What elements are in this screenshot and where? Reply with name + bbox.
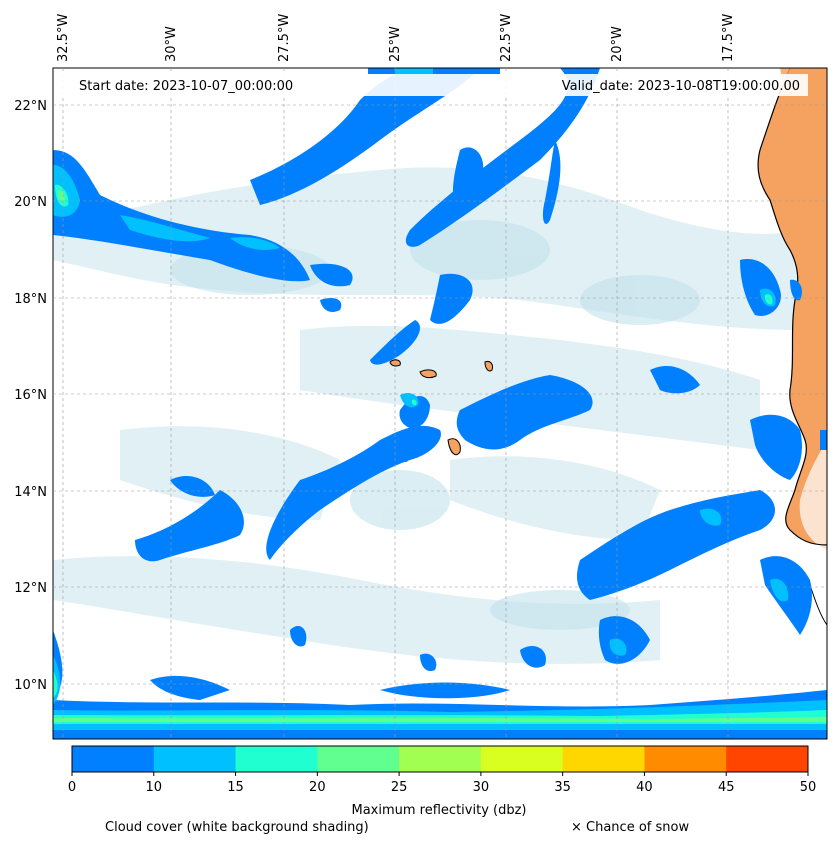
- colorbar-swatch: [153, 746, 237, 772]
- date-info-box: Start date: 2023-10-07_00:00:00 Valid_da…: [58, 74, 808, 96]
- africa-landmass: [758, 68, 827, 545]
- longitude-tick-label: 25°W: [388, 26, 403, 62]
- colorbar-tick-label: 40: [636, 780, 653, 795]
- latitude-tick-label: 22°N: [14, 99, 47, 114]
- colorbar: 0 10 15 20 25 30 35 40 45 50: [68, 745, 817, 795]
- reflectivity-land-patch: [780, 68, 827, 200]
- map-border: [52, 67, 828, 740]
- colorbar-tick-label: 20: [309, 780, 326, 795]
- longitude-tick-label: 20°W: [610, 26, 625, 62]
- latitude-tick-label: 20°N: [14, 195, 47, 210]
- colorbar-tick-label: 0: [68, 780, 76, 795]
- colorbar-tick-label: 30: [473, 780, 490, 795]
- latitude-tick-label: 10°N: [14, 678, 47, 693]
- colorbar-tick-label: 35: [554, 780, 571, 795]
- valid-date-text: Valid_date: 2023-10-08T19:00:00.00: [562, 79, 800, 94]
- colorbar-border: [71, 745, 809, 773]
- colorbar-swatch: [726, 746, 809, 772]
- map-content: [53, 68, 827, 739]
- latitude-tick-label: 14°N: [14, 485, 47, 500]
- colorbar-swatch: [644, 746, 727, 772]
- colorbar-swatch: [235, 746, 318, 772]
- graticule: [53, 68, 827, 739]
- longitude-tick-label: 32.5°W: [56, 14, 71, 62]
- reflectivity-20-25: [53, 190, 827, 722]
- snow-legend: × Chance of snow: [571, 820, 689, 835]
- cloud-cover-legend: Cloud cover (white background shading): [105, 820, 369, 835]
- latitude-tick-label: 12°N: [14, 581, 47, 596]
- start-date-text: Start date: 2023-10-07_00:00:00: [79, 79, 293, 94]
- colorbar-swatch: [72, 746, 155, 772]
- longitude-tick-label: 17.5°W: [721, 14, 736, 62]
- longitude-labels: 32.5°W 30°W 27.5°W 25°W 22.5°W 20°W 17.5°W: [56, 14, 736, 62]
- colorbar-tick-label: 50: [800, 780, 817, 795]
- colorbar-swatch: [480, 746, 564, 772]
- longitude-tick-label: 27.5°W: [277, 14, 292, 62]
- latitude-tick-label: 18°N: [14, 292, 47, 307]
- latitude-tick-label: 16°N: [14, 388, 47, 403]
- colorbar-swatch: [317, 746, 400, 772]
- colorbar-tick-label: 15: [227, 780, 244, 795]
- longitude-tick-label: 22.5°W: [499, 14, 514, 62]
- coastline: [757, 68, 827, 546]
- colorbar-label: Maximum reflectivity (dbz): [352, 803, 527, 818]
- colorbar-swatch: [562, 746, 645, 772]
- latitude-labels: 22°N 20°N 18°N 16°N 14°N 12°N 10°N: [14, 99, 47, 693]
- land-haze: [799, 440, 827, 550]
- colorbar-swatch: [399, 746, 482, 772]
- colorbar-tick-label: 45: [718, 780, 735, 795]
- colorbar-tick-label: 10: [146, 780, 163, 795]
- longitude-tick-label: 30°W: [164, 26, 179, 62]
- colorbar-tick-label: 25: [391, 780, 408, 795]
